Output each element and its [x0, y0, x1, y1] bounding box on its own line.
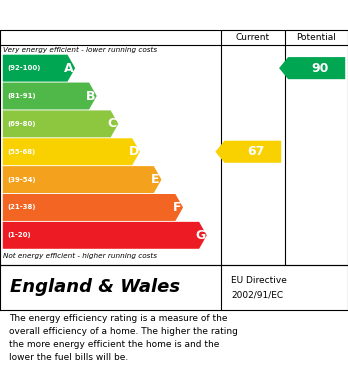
- Polygon shape: [279, 57, 345, 79]
- Polygon shape: [215, 141, 281, 163]
- Text: B: B: [86, 90, 95, 102]
- Text: The energy efficiency rating is a measure of the
overall efficiency of a home. T: The energy efficiency rating is a measur…: [9, 314, 238, 362]
- Text: 90: 90: [311, 62, 329, 75]
- Polygon shape: [3, 222, 207, 249]
- Text: A: A: [64, 62, 74, 75]
- Text: (1-20): (1-20): [7, 232, 31, 239]
- Text: 2002/91/EC: 2002/91/EC: [231, 291, 284, 300]
- Text: Energy Efficiency Rating: Energy Efficiency Rating: [10, 7, 221, 23]
- Text: Very energy efficient - lower running costs: Very energy efficient - lower running co…: [3, 47, 158, 53]
- Text: E: E: [151, 173, 159, 186]
- Text: 67: 67: [248, 145, 265, 158]
- Text: D: D: [128, 145, 139, 158]
- Text: Not energy efficient - higher running costs: Not energy efficient - higher running co…: [3, 253, 158, 259]
- Polygon shape: [3, 194, 183, 221]
- Polygon shape: [3, 138, 140, 165]
- Text: G: G: [195, 229, 206, 242]
- Text: Current: Current: [236, 33, 270, 42]
- Text: (92-100): (92-100): [7, 65, 40, 71]
- Text: F: F: [173, 201, 181, 214]
- Text: (39-54): (39-54): [7, 177, 35, 183]
- Polygon shape: [3, 55, 75, 82]
- Text: Potential: Potential: [296, 33, 336, 42]
- Text: (69-80): (69-80): [7, 121, 35, 127]
- Text: England & Wales: England & Wales: [10, 278, 181, 296]
- Text: C: C: [108, 117, 117, 130]
- Text: (81-91): (81-91): [7, 93, 35, 99]
- Polygon shape: [3, 166, 161, 193]
- Text: (55-68): (55-68): [7, 149, 35, 155]
- Polygon shape: [3, 83, 97, 109]
- Polygon shape: [3, 110, 118, 137]
- Text: (21-38): (21-38): [7, 204, 35, 210]
- Text: EU Directive: EU Directive: [231, 276, 287, 285]
